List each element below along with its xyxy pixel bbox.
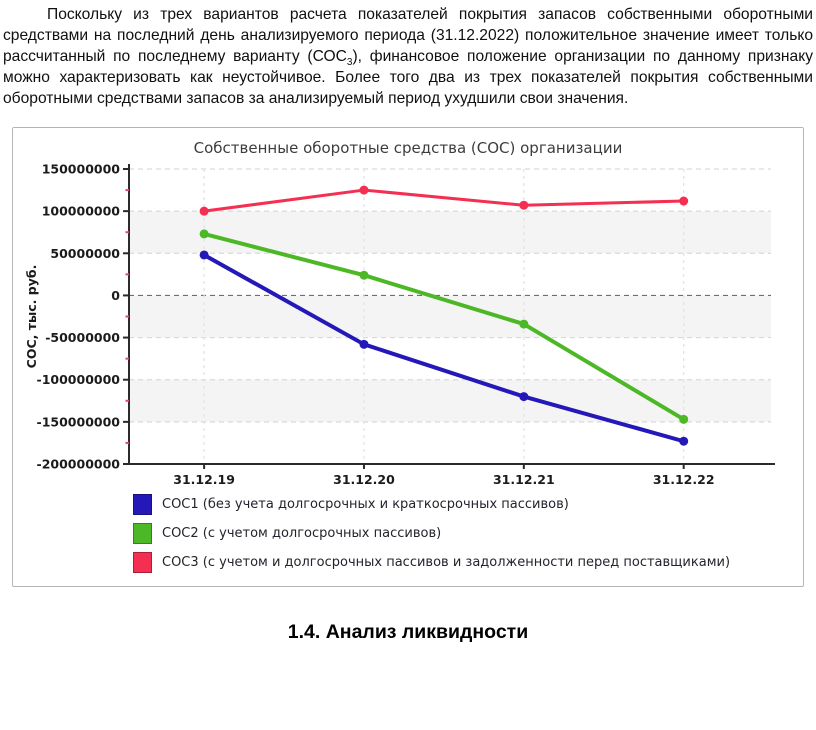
series-3-marker [519,200,529,210]
plot-band [129,210,771,254]
soc3-subscript: 3 [346,57,353,69]
y-tick-label: -150000000 [37,414,121,429]
y-tick-label: 100000000 [42,203,121,218]
series-1-marker [359,339,369,349]
x-tick-label: 31.12.22 [653,472,715,487]
chart-title: Собственные оборотные средства (СОС) орг… [193,138,623,157]
line-chart: 150000000 100000000 50000000 0 -50000000 -100… [24,161,775,487]
paragraph-text-start: Поскольку из трех вариантов расчета пока… [3,6,813,65]
y-tick-label: -50000000 [45,330,120,345]
legend-label: СОС3 (с учетом и долгосрочных пассивов и… [162,554,731,570]
series-1-marker [199,250,209,260]
series-1-marker [519,391,529,401]
legend-item-1: СОС1 (без учета долгосрочных и краткосро… [133,493,730,515]
chart-legend: СОС1 (без учета долгосрочных и краткосро… [133,493,731,573]
y-axis-label: СОС, тыс. руб. [24,264,39,368]
series-3-marker [359,185,369,195]
y-tick-label: 0 [111,288,120,303]
legend-swatch-icon [133,522,152,544]
chart-container: 150000000 100000000 50000000 0 -50000000 -100… [12,126,804,587]
section-heading: 1.4. Анализ ликвидности [287,620,529,643]
x-tick-label: 31.12.19 [173,472,235,487]
x-tick-label: 31.12.21 [493,472,555,487]
series-line-2 [202,231,686,422]
legend-swatch-icon [133,551,152,573]
legend-swatch-icon [133,493,152,515]
series-2-marker [199,229,209,239]
series-2-marker [679,414,689,424]
series-line-3 [202,188,686,213]
legend-item-3: СОС3 (с учетом и долгосрочных пассивов и… [133,551,731,573]
paragraph-text-end: ), финансовое положение организации по д… [3,47,813,107]
series-1-marker [679,436,689,446]
series-2-marker [359,270,369,280]
y-tick-label: -100000000 [37,372,121,387]
legend-label: СОС1 (без учета долгосрочных и краткосро… [162,496,569,512]
series-2-marker [519,319,529,329]
x-tick-label: 31.12.20 [333,472,395,487]
legend-label: СОС2 (с учетом долгосрочных пассивов) [162,525,442,541]
legend-item-2: СОС2 (с учетом долгосрочных пассивов) [133,522,730,544]
series-line-1 [202,252,686,444]
analysis-paragraph: Поскольку из трех вариантов расчета пока… [3,5,813,110]
y-tick-label: 50000000 [50,246,120,261]
series-3-marker [199,206,209,216]
plot-band [129,379,771,422]
y-tick-label: -200000000 [37,456,121,471]
series-3-marker [679,196,689,206]
y-tick-label: 150000000 [42,161,121,176]
